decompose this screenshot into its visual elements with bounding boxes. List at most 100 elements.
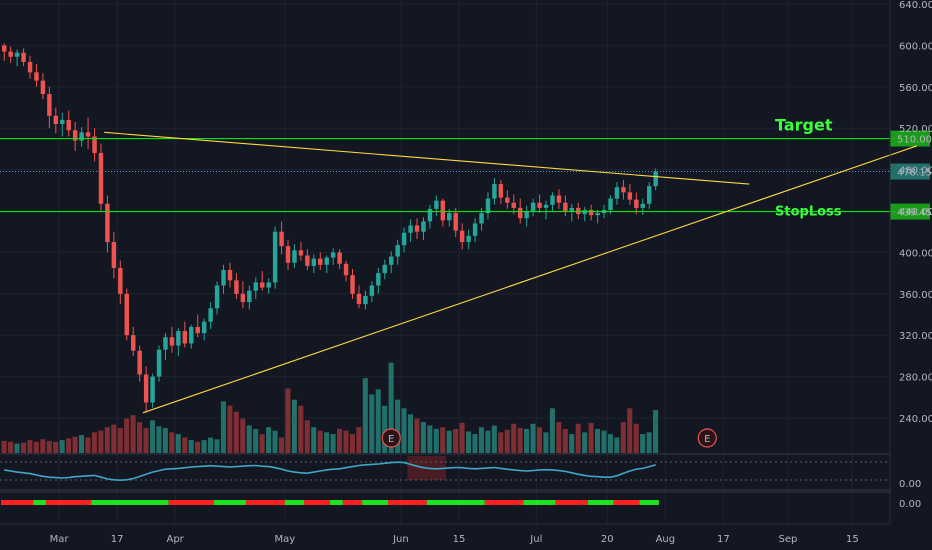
candle-body[interactable] (524, 211, 529, 219)
candle-body[interactable] (318, 258, 323, 265)
candle-body[interactable] (369, 285, 375, 296)
candle-body[interactable] (401, 232, 407, 246)
candle-body[interactable] (511, 202, 516, 208)
candle-body[interactable] (453, 213, 458, 231)
candle-body[interactable] (8, 51, 13, 57)
candle-body[interactable] (221, 269, 226, 286)
price-axis[interactable]: 640.00 600.00 560.00 520.00 480.00 440.00 400.… (889, 0, 932, 524)
candle-body[interactable] (472, 223, 478, 236)
candle-body[interactable] (434, 200, 439, 209)
candle-body[interactable] (182, 331, 188, 344)
candle-body[interactable] (72, 130, 78, 141)
candle-body[interactable] (543, 204, 549, 208)
candle-body[interactable] (440, 200, 446, 221)
candle-body[interactable] (556, 195, 562, 203)
candle-body[interactable] (492, 184, 497, 199)
horizontal-levels[interactable]: Target 510.00 StopLoss 439.45 478.15 (0, 116, 932, 220)
candle-body[interactable] (324, 257, 329, 265)
candle-body[interactable] (272, 231, 278, 283)
candle-body[interactable] (485, 198, 491, 214)
candle-body[interactable] (621, 187, 626, 193)
candle-body[interactable] (653, 171, 658, 187)
candle-body[interactable] (337, 252, 342, 264)
candle-body[interactable] (518, 207, 523, 219)
candle-body[interactable] (92, 136, 97, 154)
candle-body[interactable] (260, 282, 265, 288)
candle-body[interactable] (240, 293, 246, 303)
candle-body[interactable] (131, 335, 136, 351)
candle-body[interactable] (195, 326, 200, 334)
candle-body[interactable] (479, 213, 484, 224)
candle-body[interactable] (118, 267, 123, 294)
candle-body[interactable] (105, 203, 110, 243)
candle-body[interactable] (311, 258, 317, 266)
candle-body[interactable] (40, 80, 46, 95)
candle-body[interactable] (627, 192, 633, 200)
candle-body[interactable] (466, 235, 471, 243)
candle-body[interactable] (595, 213, 600, 216)
candle-body[interactable] (569, 207, 575, 211)
candle-body[interactable] (634, 199, 639, 208)
candle-body[interactable] (169, 337, 175, 346)
candle-body[interactable] (124, 293, 129, 336)
candle-body[interactable] (421, 221, 426, 232)
candle-body[interactable] (414, 225, 420, 232)
candle-body[interactable] (389, 256, 394, 265)
candle-body[interactable] (459, 230, 465, 243)
candle-body[interactable] (550, 195, 555, 205)
candle-body[interactable] (427, 208, 433, 222)
candle-body[interactable] (279, 231, 284, 247)
candle-body[interactable] (330, 252, 336, 258)
candle-body[interactable] (382, 264, 387, 274)
candle-body[interactable] (143, 374, 149, 403)
candle-body[interactable] (343, 263, 349, 276)
trendline-ascending-support[interactable] (142, 145, 918, 414)
candlesticks[interactable] (2, 43, 658, 413)
candle-body[interactable] (292, 250, 297, 263)
candle-body[interactable] (647, 186, 652, 204)
candle-body[interactable] (350, 275, 355, 294)
candle-body[interactable] (111, 242, 117, 268)
candle-body[interactable] (189, 326, 194, 344)
candle-body[interactable] (137, 350, 142, 375)
candle-body[interactable] (227, 269, 233, 281)
candle-body[interactable] (208, 308, 213, 322)
candle-body[interactable] (34, 72, 39, 81)
time-axis[interactable]: Mar 17 Apr May Jun 15 Jul 20 Aug 17 Sep 15 (0, 523, 932, 550)
candle-body[interactable] (47, 94, 52, 116)
candle-body[interactable] (640, 203, 645, 208)
candle-body[interactable] (356, 293, 362, 305)
candle-body[interactable] (588, 209, 594, 216)
candle-body[interactable] (53, 115, 59, 125)
candle-body[interactable] (447, 213, 452, 221)
candle-body[interactable] (27, 61, 33, 73)
candle-body[interactable] (395, 245, 400, 257)
trendlines[interactable] (104, 131, 918, 414)
candle-body[interactable] (60, 119, 65, 125)
trendline-descending-resistance[interactable] (104, 131, 750, 185)
candle-body[interactable] (163, 337, 168, 350)
candle-body[interactable] (608, 198, 613, 210)
candle-body[interactable] (98, 153, 104, 204)
candle-body[interactable] (363, 295, 368, 305)
candle-body[interactable] (150, 376, 155, 403)
candle-body[interactable] (614, 187, 620, 199)
candle-body[interactable] (214, 285, 220, 309)
candle-body[interactable] (176, 331, 181, 346)
candle-body[interactable] (505, 197, 510, 203)
candle-body[interactable] (285, 246, 291, 263)
candle-body[interactable] (85, 132, 91, 137)
candle-body[interactable] (537, 202, 542, 208)
candle-body[interactable] (266, 282, 271, 288)
candle-body[interactable] (253, 282, 258, 291)
candle-body[interactable] (14, 52, 20, 57)
candle-body[interactable] (298, 250, 304, 256)
candle-body[interactable] (2, 45, 7, 52)
candle-body[interactable] (66, 119, 71, 131)
candle-body[interactable] (563, 202, 568, 211)
candle-body[interactable] (247, 290, 252, 303)
candle-body[interactable] (498, 184, 504, 198)
candle-body[interactable] (79, 132, 84, 141)
earnings-marker[interactable] (381, 428, 401, 448)
